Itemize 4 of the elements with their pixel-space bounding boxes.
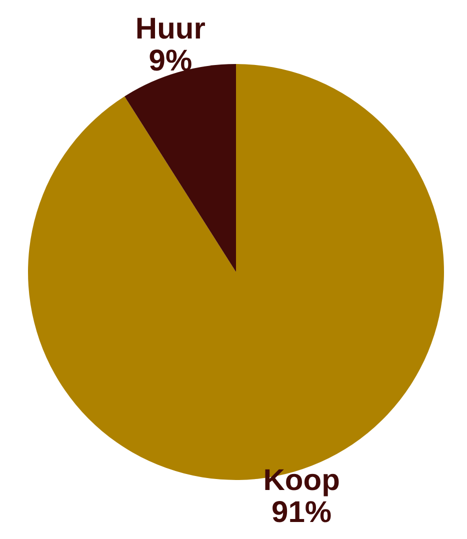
data-label: 91% [272,496,332,529]
slice-label: Koop [263,464,340,497]
slice-label: Huur [135,12,206,46]
data-label: 9% [148,44,192,78]
